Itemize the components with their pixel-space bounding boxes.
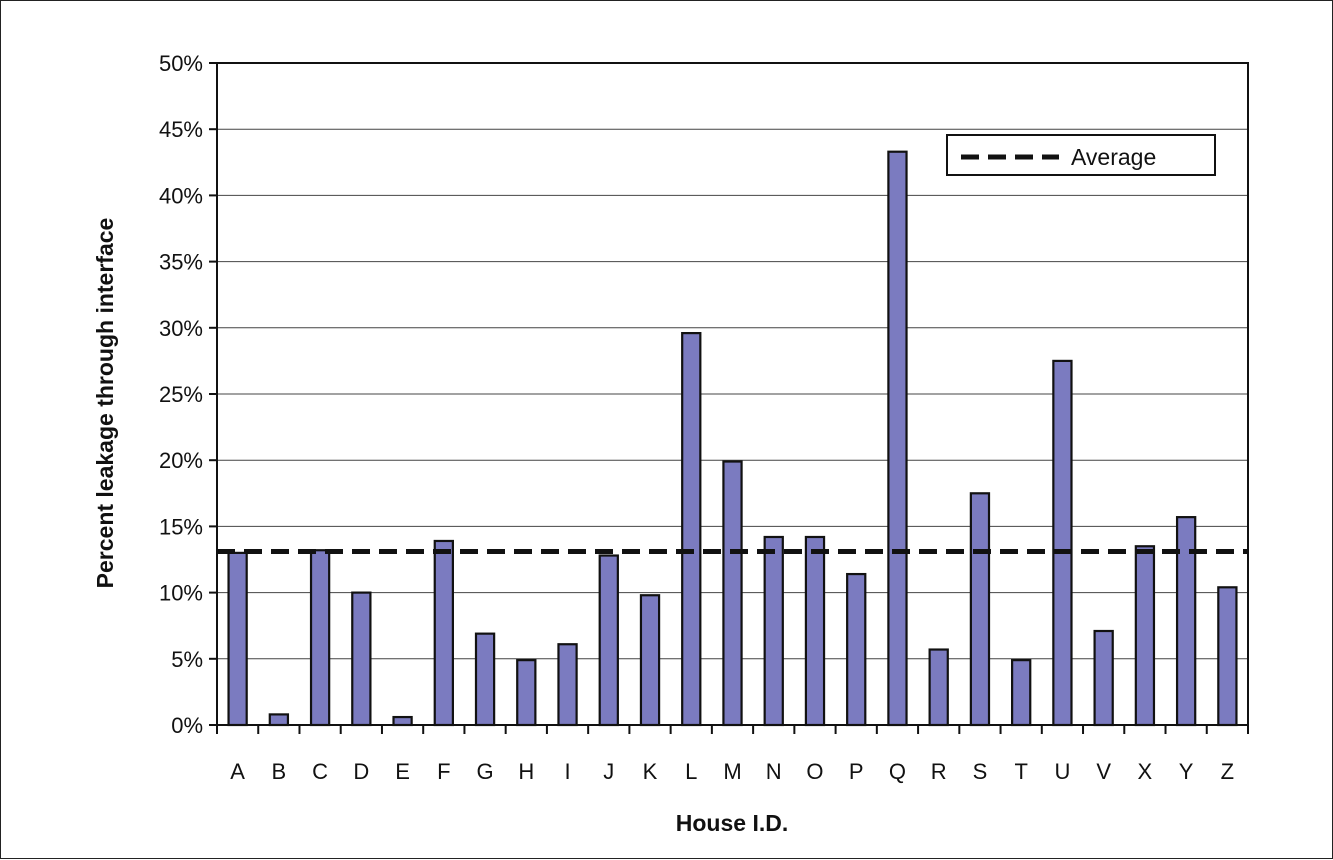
y-axis-title: Percent leakage through interface — [92, 218, 118, 589]
x-tick-label: K — [643, 759, 658, 784]
bar-T — [1011, 659, 1032, 727]
y-tick-label: 15% — [159, 514, 203, 539]
legend: Average — [946, 134, 1216, 176]
x-tick-label: B — [272, 759, 287, 784]
x-tick-label: U — [1054, 759, 1070, 784]
y-tick-label: 5% — [171, 647, 203, 672]
x-tick-label: E — [395, 759, 410, 784]
bar-K — [639, 594, 661, 727]
x-tick-label: N — [766, 759, 782, 784]
bar-A — [227, 551, 248, 727]
x-tick-label: Y — [1179, 759, 1194, 784]
x-tick-label: D — [353, 759, 369, 784]
bar-C — [309, 549, 331, 727]
y-tick-label: 30% — [159, 316, 203, 341]
x-tick-label: H — [518, 759, 534, 784]
bar-E — [392, 715, 413, 727]
bar-X — [1134, 545, 1156, 727]
y-tick-label: 0% — [171, 713, 203, 738]
legend-label-average: Average — [1071, 144, 1156, 170]
x-tick-label: Z — [1221, 759, 1234, 784]
bar-F — [433, 539, 454, 727]
y-tick-label: 10% — [159, 581, 203, 606]
x-tick-label: L — [685, 759, 697, 784]
y-tick-label: 20% — [159, 448, 203, 473]
bar-G — [474, 632, 496, 727]
x-tick-label: P — [849, 759, 864, 784]
x-tick-label: A — [230, 759, 245, 784]
bar-P — [846, 572, 867, 727]
bar-I — [557, 643, 578, 727]
y-tick-label: 25% — [159, 382, 203, 407]
bar-N — [763, 535, 784, 727]
x-tick-label: I — [564, 759, 570, 784]
bars — [227, 150, 1238, 727]
y-tick-label: 45% — [159, 117, 203, 142]
y-tick-label: 50% — [159, 51, 203, 76]
x-tick-label: O — [806, 759, 823, 784]
x-tick-label: F — [437, 759, 450, 784]
x-axis-title: House I.D. — [676, 810, 788, 836]
x-tick-label: Q — [889, 759, 906, 784]
bar-M — [722, 460, 743, 727]
bar-Q — [887, 150, 908, 727]
gridlines — [217, 128, 1248, 660]
bar-J — [598, 554, 619, 727]
bar-O — [804, 535, 826, 727]
bar-V — [1093, 629, 1114, 727]
bar-Z — [1217, 586, 1238, 727]
bar-R — [928, 648, 949, 727]
x-tick-label: M — [723, 759, 741, 784]
x-tick-label: T — [1014, 759, 1027, 784]
x-tick-label: S — [973, 759, 988, 784]
bar-U — [1052, 359, 1073, 727]
bar-D — [351, 591, 372, 727]
y-tick-label: 35% — [159, 250, 203, 275]
x-tick-label: G — [476, 759, 493, 784]
x-tick-label: X — [1138, 759, 1153, 784]
bar-H — [516, 659, 537, 727]
y-tick-label: 40% — [159, 183, 203, 208]
x-tick-label: V — [1096, 759, 1111, 784]
bar-L — [681, 331, 702, 727]
bar-S — [969, 492, 991, 727]
y-axis-ticks: 0% 5% 10% 15% 20% 25% 30% 35% 40% 45% 50% — [159, 51, 217, 738]
bar-Y — [1175, 516, 1197, 727]
x-tick-label: J — [603, 759, 614, 784]
bar-B — [268, 713, 290, 727]
x-tick-label: R — [931, 759, 947, 784]
x-tick-label: C — [312, 759, 328, 784]
